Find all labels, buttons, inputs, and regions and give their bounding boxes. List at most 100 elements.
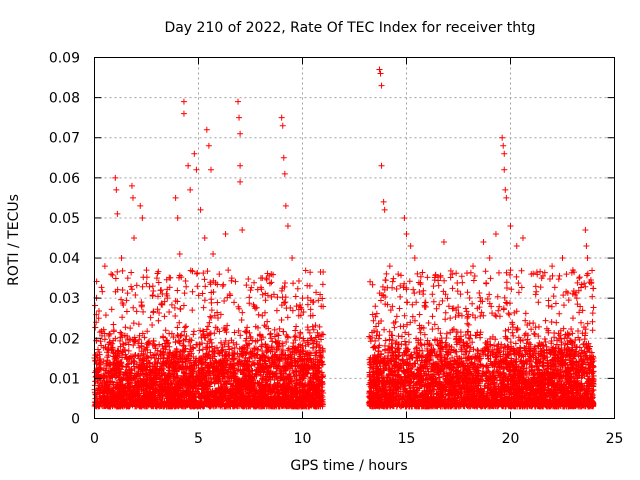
data-point bbox=[106, 331, 113, 338]
data-point bbox=[251, 279, 258, 286]
data-point bbox=[149, 322, 156, 329]
data-point bbox=[208, 299, 215, 306]
data-point bbox=[207, 313, 214, 320]
data-point bbox=[232, 278, 239, 285]
data-point bbox=[200, 270, 207, 277]
data-point bbox=[128, 283, 135, 290]
data-point bbox=[313, 289, 320, 296]
data-point bbox=[159, 291, 166, 298]
data-point bbox=[122, 324, 129, 331]
data-point bbox=[98, 284, 105, 291]
data-point bbox=[118, 296, 125, 303]
data-point bbox=[387, 307, 394, 314]
data-point bbox=[291, 334, 298, 341]
data-point bbox=[220, 281, 227, 288]
data-point bbox=[318, 336, 325, 343]
data-point bbox=[196, 347, 203, 354]
data-point bbox=[207, 379, 214, 386]
data-point bbox=[199, 328, 206, 335]
data-point bbox=[317, 291, 324, 298]
data-point bbox=[147, 349, 154, 356]
data-point bbox=[225, 267, 232, 274]
data-point bbox=[97, 338, 104, 345]
data-point bbox=[238, 316, 245, 323]
data-point bbox=[266, 280, 273, 287]
data-point bbox=[143, 280, 150, 287]
data-point bbox=[146, 283, 153, 290]
data-point bbox=[123, 297, 130, 304]
data-point bbox=[171, 304, 178, 311]
data-point bbox=[157, 348, 164, 355]
data-point bbox=[206, 370, 213, 377]
data-point bbox=[201, 297, 208, 304]
data-point bbox=[149, 283, 156, 290]
data-point bbox=[190, 331, 197, 338]
data-point bbox=[296, 334, 303, 341]
data-point bbox=[189, 307, 196, 314]
data-point bbox=[389, 278, 396, 285]
data-point bbox=[156, 310, 163, 317]
data-point bbox=[133, 282, 140, 289]
data-point bbox=[154, 293, 161, 300]
data-point bbox=[274, 294, 281, 301]
data-point bbox=[183, 323, 190, 330]
data-point bbox=[293, 323, 300, 330]
data-point bbox=[315, 297, 322, 304]
data-point bbox=[282, 280, 289, 287]
data-point bbox=[219, 283, 226, 290]
data-point bbox=[221, 298, 228, 305]
data-point bbox=[208, 307, 215, 314]
data-point bbox=[122, 347, 129, 354]
data-point bbox=[209, 343, 216, 350]
data-point bbox=[292, 327, 299, 334]
data-point bbox=[201, 276, 208, 283]
data-point bbox=[316, 323, 323, 330]
data-point bbox=[304, 301, 311, 308]
data-point bbox=[101, 330, 108, 337]
data-point bbox=[170, 334, 177, 341]
data-point bbox=[259, 312, 266, 319]
data-point bbox=[284, 314, 291, 321]
data-point bbox=[112, 288, 119, 295]
data-point bbox=[125, 347, 132, 354]
data-point bbox=[161, 313, 168, 320]
data-point bbox=[304, 294, 311, 301]
data-point bbox=[119, 287, 126, 294]
data-point bbox=[92, 324, 99, 331]
data-point bbox=[130, 320, 137, 327]
data-point bbox=[294, 285, 301, 292]
data-point bbox=[211, 312, 218, 319]
data-point bbox=[253, 366, 260, 373]
data-point bbox=[262, 290, 269, 297]
data-point bbox=[108, 306, 115, 313]
data-point bbox=[132, 292, 139, 299]
data-point bbox=[139, 330, 146, 337]
data-point bbox=[135, 321, 142, 328]
data-point bbox=[168, 301, 175, 308]
data-point bbox=[383, 270, 390, 277]
data-point bbox=[149, 292, 156, 299]
data-point bbox=[189, 288, 196, 295]
data-points bbox=[91, 66, 597, 410]
data-point bbox=[268, 279, 275, 286]
data-point bbox=[252, 338, 259, 345]
data-point bbox=[292, 293, 299, 300]
data-point bbox=[273, 307, 280, 314]
data-point bbox=[96, 329, 103, 336]
data-point bbox=[166, 330, 173, 337]
data-point bbox=[96, 308, 103, 315]
data-point bbox=[140, 274, 147, 281]
data-point bbox=[114, 268, 121, 275]
data-point bbox=[94, 346, 101, 353]
data-point bbox=[275, 332, 282, 339]
data-point bbox=[160, 334, 167, 341]
data-point bbox=[166, 309, 173, 316]
data-point bbox=[239, 309, 246, 316]
data-point bbox=[252, 371, 259, 378]
data-point bbox=[128, 269, 135, 276]
data-point bbox=[464, 320, 471, 327]
data-point bbox=[304, 282, 311, 289]
data-point bbox=[214, 299, 221, 306]
data-point bbox=[276, 325, 283, 332]
